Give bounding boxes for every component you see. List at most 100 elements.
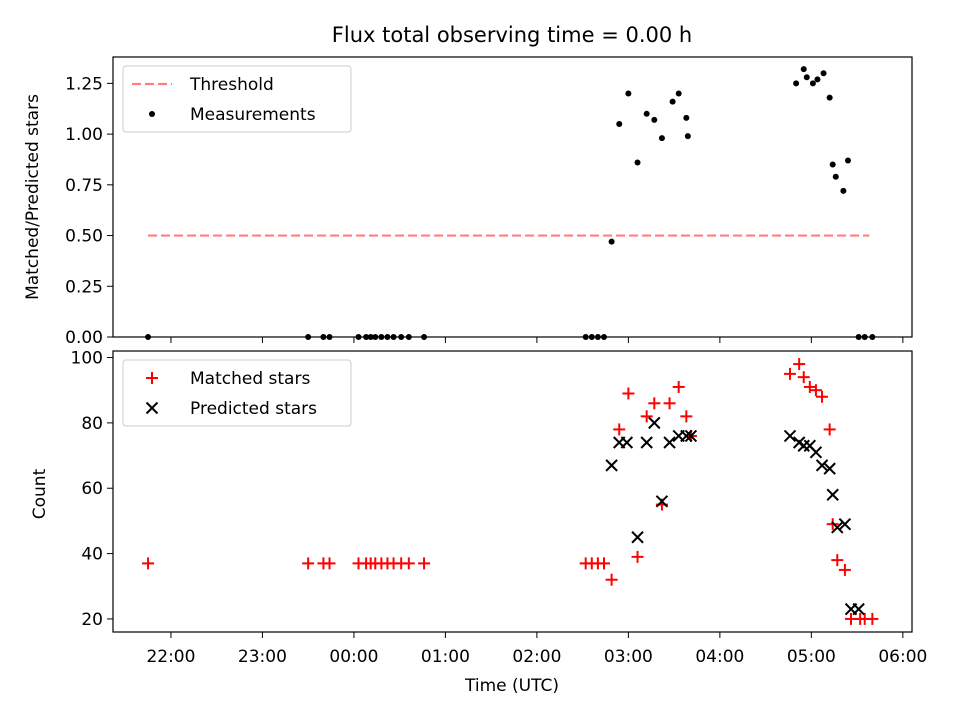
measurement-point xyxy=(829,161,836,168)
matched-stars-point xyxy=(816,390,829,403)
bottom-legend: Matched stars Predicted stars xyxy=(122,359,352,427)
matched-stars-point xyxy=(402,557,415,570)
x-axis-label: Time (UTC) xyxy=(464,676,559,696)
measurement-point xyxy=(683,114,690,121)
x-tick-label: 03:00 xyxy=(604,647,653,667)
predicted-stars-point xyxy=(852,602,865,616)
bottom-y-tick-label: 60 xyxy=(81,479,103,499)
predicted-stars-point xyxy=(815,459,829,472)
matched-stars-point xyxy=(680,410,693,423)
matched-stars-point xyxy=(831,554,844,567)
matched-stars-point xyxy=(809,384,822,397)
measurement-point xyxy=(675,90,682,97)
legend-label: Matched stars xyxy=(190,369,310,389)
top-y-tick-label: 0.00 xyxy=(65,328,103,348)
bottom-y-tick-label: 40 xyxy=(81,545,103,565)
predicted-stars-point xyxy=(684,429,698,443)
top-y-tick-label: 1.25 xyxy=(65,74,103,94)
bottom-y-tick-label: 20 xyxy=(81,610,103,630)
measurement-point xyxy=(814,76,821,83)
predicted-stars-point xyxy=(620,436,634,449)
x-tick-label: 02:00 xyxy=(512,647,561,667)
measurement-point xyxy=(658,135,665,142)
matched-stars-point xyxy=(323,557,336,570)
matched-stars-point xyxy=(597,557,610,570)
top-y-tick-label: 0.25 xyxy=(65,277,103,297)
matched-stars-point xyxy=(793,358,806,371)
legend-matched-swatch xyxy=(146,372,158,384)
measurement-point xyxy=(832,173,839,180)
measurement-point xyxy=(643,110,650,117)
top-y-tick-label: 0.50 xyxy=(65,227,103,247)
bottom-y-tick-label: 80 xyxy=(81,414,103,434)
matched-stars-point xyxy=(613,423,626,436)
x-tick-label: 22:00 xyxy=(146,647,195,667)
predicted-stars-point xyxy=(680,429,693,443)
predicted-stars-point xyxy=(655,495,669,508)
measurement-point xyxy=(820,70,827,77)
x-tick-label: 01:00 xyxy=(421,647,470,667)
matched-stars-point xyxy=(302,557,315,570)
legend-label: Measurements xyxy=(190,105,316,125)
measurement-point xyxy=(634,159,641,166)
top-legend: Threshold Measurements xyxy=(122,65,352,133)
measurement-point xyxy=(669,98,676,105)
predicted-stars-point xyxy=(838,517,852,531)
top-y-tick-label: 1.00 xyxy=(65,125,103,145)
legend-measurement-swatch xyxy=(149,111,155,117)
top-axes-frame xyxy=(112,56,913,338)
matched-stars-point xyxy=(142,557,155,570)
measurement-point xyxy=(840,187,847,194)
measurement-point xyxy=(793,80,800,87)
predicted-stars-point xyxy=(823,462,836,475)
matched-stars-point xyxy=(797,371,810,384)
bottom-y-axis-label: Count xyxy=(30,468,50,519)
predicted-stars-point xyxy=(826,488,839,501)
x-tick-label: 23:00 xyxy=(238,647,287,667)
x-tick-label: 06:00 xyxy=(878,647,927,667)
predicted-stars-point xyxy=(605,459,618,472)
x-tick-label: 04:00 xyxy=(695,647,744,667)
matched-stars-point xyxy=(672,380,685,393)
measurement-point xyxy=(826,94,833,101)
measurement-point xyxy=(651,116,658,123)
bottom-axes-frame xyxy=(112,350,913,633)
chart-title: Flux total observing time = 0.00 h xyxy=(332,23,692,47)
measurement-point xyxy=(684,133,691,140)
matched-stars-point xyxy=(648,397,661,410)
matched-stars-point xyxy=(631,550,644,563)
matched-stars-point xyxy=(838,563,851,576)
matched-stars-point xyxy=(640,410,653,423)
matched-stars-point xyxy=(823,423,836,436)
predicted-stars-point xyxy=(783,429,797,443)
matched-stars-point xyxy=(605,573,618,586)
measurement-point xyxy=(608,238,615,245)
matched-stars-point xyxy=(418,557,431,570)
measurement-point xyxy=(803,74,810,81)
x-tick-label: 05:00 xyxy=(787,647,836,667)
top-panel-ratio-plot: 0.00 0.25 0.50 0.75 1.00 1.25 Threshold Measure… xyxy=(65,56,913,348)
legend-label: Predicted stars xyxy=(190,399,317,419)
legend-label: Threshold xyxy=(189,75,274,95)
legend-predicted-swatch xyxy=(145,401,159,415)
matched-stars-point xyxy=(622,387,635,400)
matched-stars-point xyxy=(663,397,676,410)
predicted-stars-point xyxy=(640,436,653,449)
measurement-point xyxy=(625,90,632,97)
predicted-stars-point xyxy=(631,531,644,544)
x-tick-label: 00:00 xyxy=(329,647,378,667)
measurement-point xyxy=(809,80,816,87)
predicted-stars-point xyxy=(809,446,823,459)
bottom-panel-count-plot: 20 40 60 80 100 22:00 23:00 00:00 01:00 02:00 03:0… xyxy=(71,349,928,667)
predicted-stars-point xyxy=(831,521,844,534)
predicted-stars-point xyxy=(648,416,661,430)
measurement-point xyxy=(844,157,851,164)
matched-stars-point xyxy=(803,380,816,393)
bottom-y-tick-label: 100 xyxy=(71,349,103,369)
matched-stars-point xyxy=(784,367,797,380)
measurement-point xyxy=(800,66,807,73)
predicted-stars-point xyxy=(663,436,676,449)
measurement-point xyxy=(616,120,623,127)
matched-stars-point xyxy=(866,612,879,625)
